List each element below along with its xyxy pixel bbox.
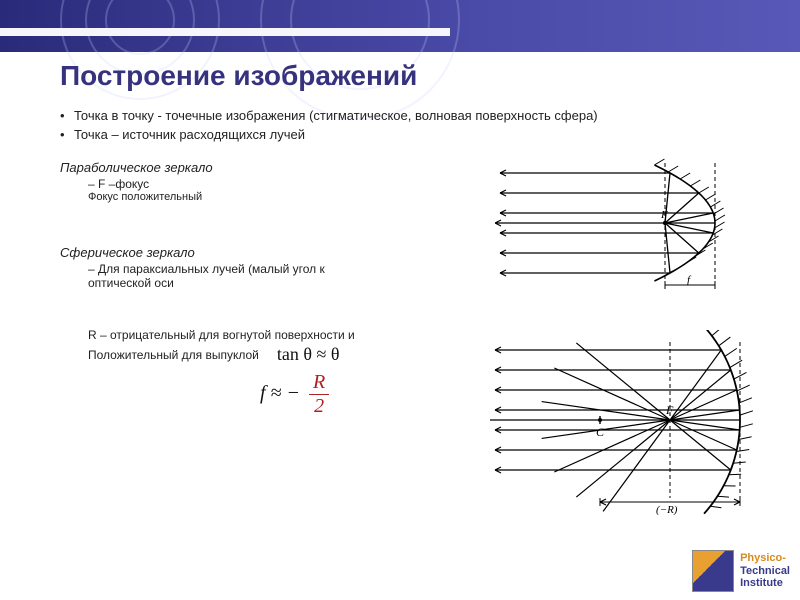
header-band — [0, 0, 800, 52]
institute-logo: Physico- Technical Institute — [692, 550, 790, 592]
logo-icon — [692, 550, 734, 592]
parabolic-line1: F –фокус — [88, 177, 149, 191]
bullet-2: Точка – источник расходящихся лучей — [60, 127, 760, 142]
slide-title: Построение изображений — [60, 60, 760, 92]
formula-tan: tan θ ≈ θ — [277, 344, 340, 365]
spherical-line1: Для параксиальных лучей (малый угол к оп… — [88, 262, 325, 290]
rnote-2: Положительный для выпуклой — [88, 346, 259, 364]
svg-text:C: C — [596, 425, 605, 439]
svg-text:(−R): (−R) — [656, 504, 678, 515]
svg-text:f: f — [687, 274, 692, 286]
parabolic-mirror-diagram: Ff — [495, 155, 755, 290]
main-bullets: Точка в точку - точечные изображения (ст… — [60, 108, 760, 142]
spherical-mirror-diagram: CF(−R) — [490, 330, 765, 515]
logo-text: Physico- Technical Institute — [740, 552, 790, 590]
bullet-1: Точка в точку - точечные изображения (ст… — [60, 108, 760, 123]
